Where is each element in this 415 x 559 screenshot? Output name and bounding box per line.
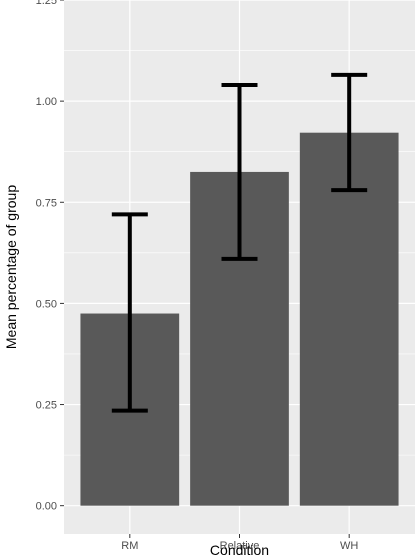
errorbar-relative (221, 82, 258, 261)
y-axis: 0.00 0.25 0.50 0.75 1.00 1.25 (36, 0, 64, 513)
x-axis-title: Condition (210, 542, 269, 558)
y-tick-label: 0.75 (36, 197, 57, 209)
errorbar-wh (331, 72, 368, 193)
y-axis-title: Mean percentage of group (3, 185, 19, 349)
x-tick-label: Relative (220, 540, 260, 552)
errorbar-rm (111, 212, 148, 413)
error-bars (111, 72, 368, 413)
y-tick-label: 0.25 (36, 400, 57, 412)
x-tick-label: RM (121, 540, 138, 552)
y-tick-label: 1.25 (36, 0, 57, 7)
y-tick-label: 0.00 (36, 501, 57, 513)
y-tick-label: 0.50 (36, 298, 57, 310)
y-tick-label: 1.00 (36, 96, 57, 108)
bar-wh (299, 132, 399, 506)
x-tick-label: WH (340, 540, 358, 552)
x-axis: RM Relative WH (121, 534, 358, 552)
